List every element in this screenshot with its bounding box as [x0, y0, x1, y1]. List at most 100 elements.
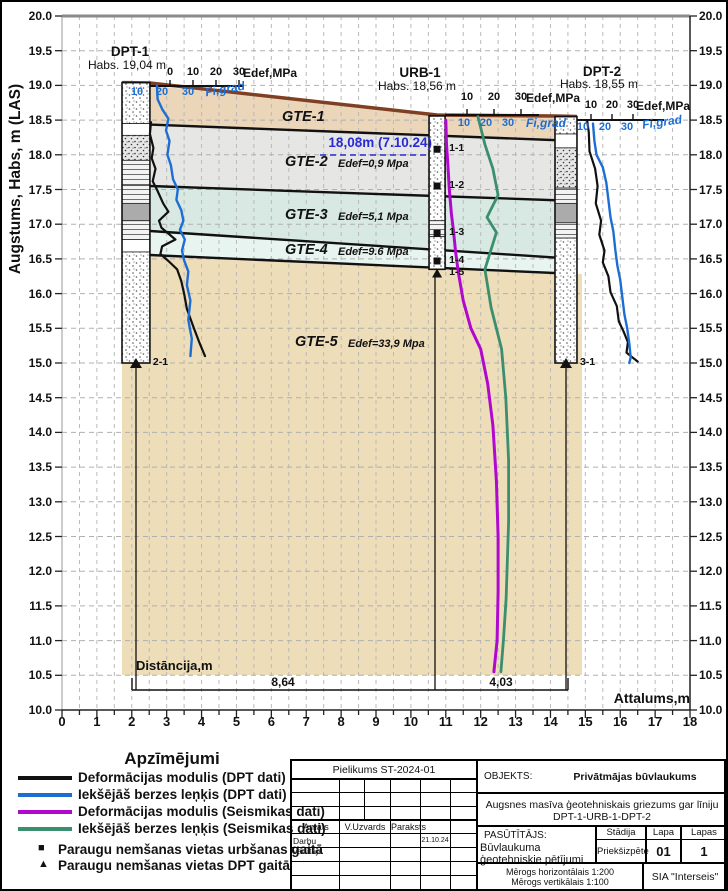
- y-tick-label: 10.5: [28, 668, 52, 683]
- x-tick-label: 8: [337, 714, 345, 729]
- divider: [645, 825, 647, 862]
- sample-marker-square: [433, 145, 441, 153]
- borehole-segment-DPT-1: [121, 220, 151, 240]
- y-tick-label: 13.0: [699, 494, 723, 509]
- borehole-segment-DPT-1: [121, 239, 151, 253]
- borehole-segment-DPT-1: [121, 159, 151, 186]
- x-tick-label: 0: [58, 714, 66, 729]
- divider: [292, 833, 476, 834]
- borehole-segment-DPT-1: [121, 134, 151, 161]
- legend-item-label: Deformācijas modulis (DPT dati): [78, 770, 286, 785]
- y-tick-label: 16.0: [28, 286, 52, 301]
- y-tick-label: 16.5: [699, 251, 723, 266]
- dpt2-edef-unit: Edef,MPa: [636, 99, 691, 113]
- borehole-segment-DPT-2: [554, 187, 578, 204]
- fi-scale-number: 20: [479, 117, 493, 129]
- y-tick-label: 17.5: [28, 182, 52, 197]
- y-tick-label: 19.5: [699, 43, 723, 58]
- urb1-edef-unit: Edef,MPa: [526, 91, 581, 105]
- y-tick-label: 10.5: [699, 668, 723, 683]
- titleblock-objekts: Privātmājas būvlaukums: [573, 771, 697, 783]
- boundary-gte2-gte3: [149, 184, 578, 203]
- titleblock-pielikums: Pielikums ST-2024-01: [332, 764, 436, 776]
- titleblock-stadija-header: Stādija: [606, 827, 636, 838]
- layer-gte2-label: GTE-2: [285, 154, 328, 170]
- layer-gte1-label: GTE-1: [282, 109, 325, 125]
- titleblock-lapas-value: 1: [700, 844, 708, 859]
- fi-scale-number: 20: [155, 86, 169, 98]
- legend-item: Deformācijas modulis (Seismikas dati): [12, 804, 325, 820]
- divider: [478, 862, 726, 864]
- boundary-gte1-gte2: [121, 122, 578, 143]
- layer-gte2-edef: Edef=0,9 Mpa: [338, 158, 409, 170]
- titleblock-vuzvards: V.Uzvards: [344, 822, 386, 832]
- boundary-gte3-gte4: [149, 229, 578, 261]
- titleblock-objekts-label: OBJEKTS:: [484, 771, 533, 782]
- titleblock-title-line1: Augsnes masīva ģeotehniskais griezums ga…: [485, 799, 719, 811]
- divider: [292, 861, 476, 862]
- layer-gte3-label: GTE-3: [285, 207, 328, 223]
- borehole-segment-DPT-1: [121, 251, 151, 364]
- edef-scale-number: 10: [584, 99, 598, 111]
- legend-item-label: Deformācijas modulis (Seismikas dati): [78, 804, 325, 819]
- divider: [450, 778, 451, 889]
- legend-item: Iekšējāš berzes leņķis (Seismikas dati): [12, 821, 326, 837]
- boundary-gte4-gte5: [149, 253, 578, 276]
- cross-section-drawing: [55, 14, 697, 718]
- edef-scale-number: 30: [514, 91, 528, 103]
- divider: [478, 825, 726, 827]
- y-axis-title: Augstums, Habs, m (LAS): [7, 83, 24, 275]
- y-tick-label: 14.5: [699, 390, 723, 405]
- y-tick-label: 18.5: [28, 113, 52, 128]
- sample-marker-square: [433, 229, 441, 237]
- edef-scale-number: 20: [209, 66, 223, 78]
- urb1-fi-unit: Fi,grad: [526, 116, 567, 130]
- x-tick-label: 13: [508, 714, 523, 729]
- borehole-segment-DPT-2: [554, 222, 578, 239]
- fi-scale-number: 20: [598, 121, 612, 133]
- layer-gte5: [122, 255, 582, 675]
- layer-gte3: [150, 186, 577, 259]
- end-marker-label-DPT-1: 2-1: [152, 356, 169, 368]
- titleblock-lapa-header: Lapa: [652, 827, 675, 838]
- divider: [292, 875, 476, 876]
- sample-label: 1-4: [449, 253, 465, 266]
- x-axis-title: Attalums,m: [613, 690, 690, 706]
- divider: [390, 778, 391, 889]
- borehole-segment-URB-1: [428, 115, 446, 222]
- drawing-root: [55, 14, 697, 718]
- legend-line-sample: [18, 776, 72, 780]
- layer-gte1: [122, 82, 577, 141]
- legend-square-icon: ■: [38, 842, 45, 854]
- x-tick-label: 16: [613, 714, 628, 729]
- edef-scale-number: 0: [166, 66, 174, 78]
- y-tick-label: 13.5: [28, 460, 52, 475]
- y-tick-label: 15.0: [699, 356, 723, 370]
- legend-item-label: Paraugu nemšanas vietas urbšanas gaitā: [58, 842, 323, 857]
- legend-item-label: Iekšējāš berzes leņķis (Seismikas dati): [78, 821, 326, 836]
- legend-triangle-icon: ▲: [38, 858, 49, 870]
- sample-marker-square: [433, 182, 441, 190]
- curve-seismic-modulus: [444, 118, 500, 674]
- y-tick-label: 19.0: [699, 78, 723, 93]
- titleblock-merogs1: Mērogs horizontālais 1:200: [505, 867, 615, 877]
- sample-label: 1-2: [449, 179, 465, 192]
- titleblock-paraksts: Paraksts: [391, 822, 427, 832]
- borehole-urb1-id: URB-1: [399, 65, 441, 80]
- titleblock-darbu-vaditajs: Darbu vadītājs: [293, 836, 323, 856]
- y-tick-label: 20.0: [28, 9, 52, 23]
- legend-items: Deformācijas modulis (DPT dati) Iekšējāš …: [12, 747, 326, 887]
- titleblock-title-line2: DPT-1-URB-1-DPT-2: [552, 811, 651, 823]
- titleblock-company: SIA "Interseis": [651, 871, 719, 883]
- divider: [478, 792, 726, 794]
- legend-item: Deformācijas modulis (DPT dati): [12, 770, 287, 786]
- end-marker-label-DPT-2: 3-1: [579, 356, 596, 368]
- y-tick-label: 18.0: [28, 147, 52, 162]
- x-tick-label: 18: [682, 714, 698, 729]
- borehole-dpt1-id: DPT-1: [110, 44, 150, 59]
- y-tick-label: 17.5: [699, 182, 723, 197]
- y-tick-label: 14.0: [699, 425, 723, 440]
- fi-scale-number: 30: [181, 86, 195, 98]
- y-tick-label: 16.5: [28, 251, 52, 266]
